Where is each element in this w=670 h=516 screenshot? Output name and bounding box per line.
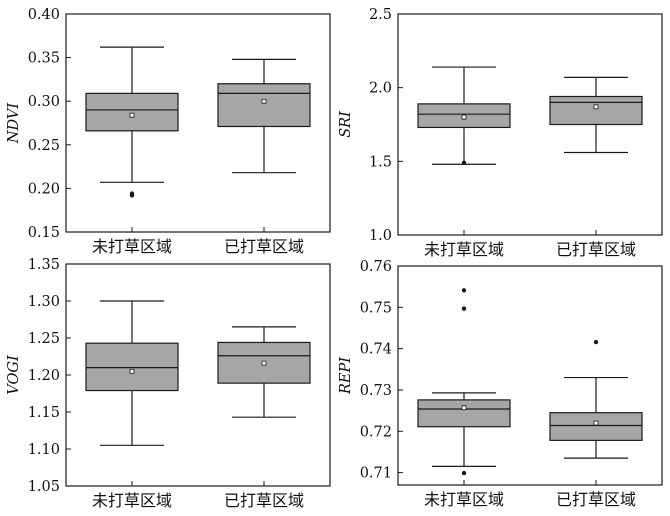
category-label: 已打草区域	[556, 240, 636, 259]
box-1	[85, 300, 179, 446]
y-tick-label: 1.35	[28, 257, 60, 273]
box-2	[217, 58, 311, 174]
iqr-box	[549, 95, 643, 126]
mean-marker	[461, 114, 467, 120]
y-tick-label: 1.05	[28, 479, 60, 495]
y-tick-label: 2.0	[369, 81, 392, 97]
plot-frame	[397, 265, 663, 486]
iqr-box	[217, 83, 311, 128]
y-tick-label: 0.73	[360, 383, 392, 399]
y-axis-label: REPI	[338, 357, 354, 395]
y-tick-label: 2.5	[369, 7, 392, 23]
box-1	[417, 288, 511, 476]
box-1	[85, 46, 179, 198]
iqr-box	[549, 412, 643, 441]
mean-marker	[261, 98, 267, 104]
chart-panel-2: 1.0 1.5 2.0 2.5 未打草区域 已打草区域 SRI	[338, 7, 663, 259]
iqr-box	[217, 341, 311, 384]
category-label: 未打草区域	[424, 490, 504, 509]
y-tick-label: 0.72	[360, 424, 392, 440]
iqr-box	[85, 92, 179, 132]
y-tick-label: 0.40	[28, 7, 60, 23]
y-tick-label: 0.75	[360, 300, 392, 316]
y-tick-label: 1.5	[369, 154, 392, 170]
y-axis-label: SRI	[338, 111, 354, 138]
y-tick-label: 1.20	[28, 368, 60, 384]
y-tick-label: 0.25	[28, 138, 60, 154]
mean-marker	[129, 112, 135, 118]
mean-marker	[593, 104, 599, 110]
chart-panel-1: 0.15 0.20 0.25 0.30 0.35 0.40 未打草区域 已打草区域 NDVI	[6, 7, 331, 256]
mean-marker	[261, 360, 267, 366]
box-1	[417, 66, 511, 166]
y-tick-label: 0.20	[28, 181, 60, 197]
chart-panel-3: 1.05 1.10 1.15 1.20 1.25 1.30 1.35 未打草区域 已打草区域 VO…	[6, 257, 331, 510]
iqr-box	[85, 342, 179, 392]
plot-frame	[65, 13, 331, 233]
category-label: 未打草区域	[424, 240, 504, 259]
plot-frame	[397, 13, 663, 236]
outlier-point	[593, 339, 599, 345]
outlier-point	[461, 160, 467, 166]
mean-marker	[593, 420, 599, 426]
category-label: 已打草区域	[224, 237, 304, 256]
box-2	[217, 326, 311, 418]
y-tick-label: 0.30	[28, 94, 60, 110]
y-axis-label: VOGI	[6, 355, 22, 395]
iqr-box	[417, 399, 511, 428]
box-2	[549, 339, 643, 459]
category-label: 已打草区域	[224, 491, 304, 510]
y-tick-label: 1.10	[28, 442, 60, 458]
y-tick-label: 0.71	[360, 466, 392, 482]
y-tick-label: 1.25	[28, 331, 60, 347]
outlier-point	[461, 470, 467, 476]
mean-marker	[461, 405, 467, 411]
mean-marker	[129, 368, 135, 374]
y-tick-label: 0.15	[28, 225, 60, 241]
category-label: 未打草区域	[92, 491, 172, 510]
y-tick-label: 1.0	[369, 228, 392, 244]
y-tick-label: 1.15	[28, 405, 60, 421]
outlier-point	[461, 306, 467, 311]
box-2	[549, 76, 643, 154]
chart-panel-4: 0.71 0.72 0.73 0.74 0.75 0.76 未打草区域 已打草区域 REPI	[338, 259, 663, 509]
category-label: 已打草区域	[556, 490, 636, 509]
y-tick-label: 1.30	[28, 294, 60, 310]
category-label: 未打草区域	[92, 237, 172, 256]
y-axis-label: NDVI	[6, 103, 22, 145]
y-tick-label: 0.35	[28, 51, 60, 67]
outlier-point	[129, 193, 135, 198]
outlier-point	[461, 288, 467, 293]
y-tick-label: 0.76	[360, 259, 392, 275]
y-tick-label: 0.74	[360, 342, 392, 358]
